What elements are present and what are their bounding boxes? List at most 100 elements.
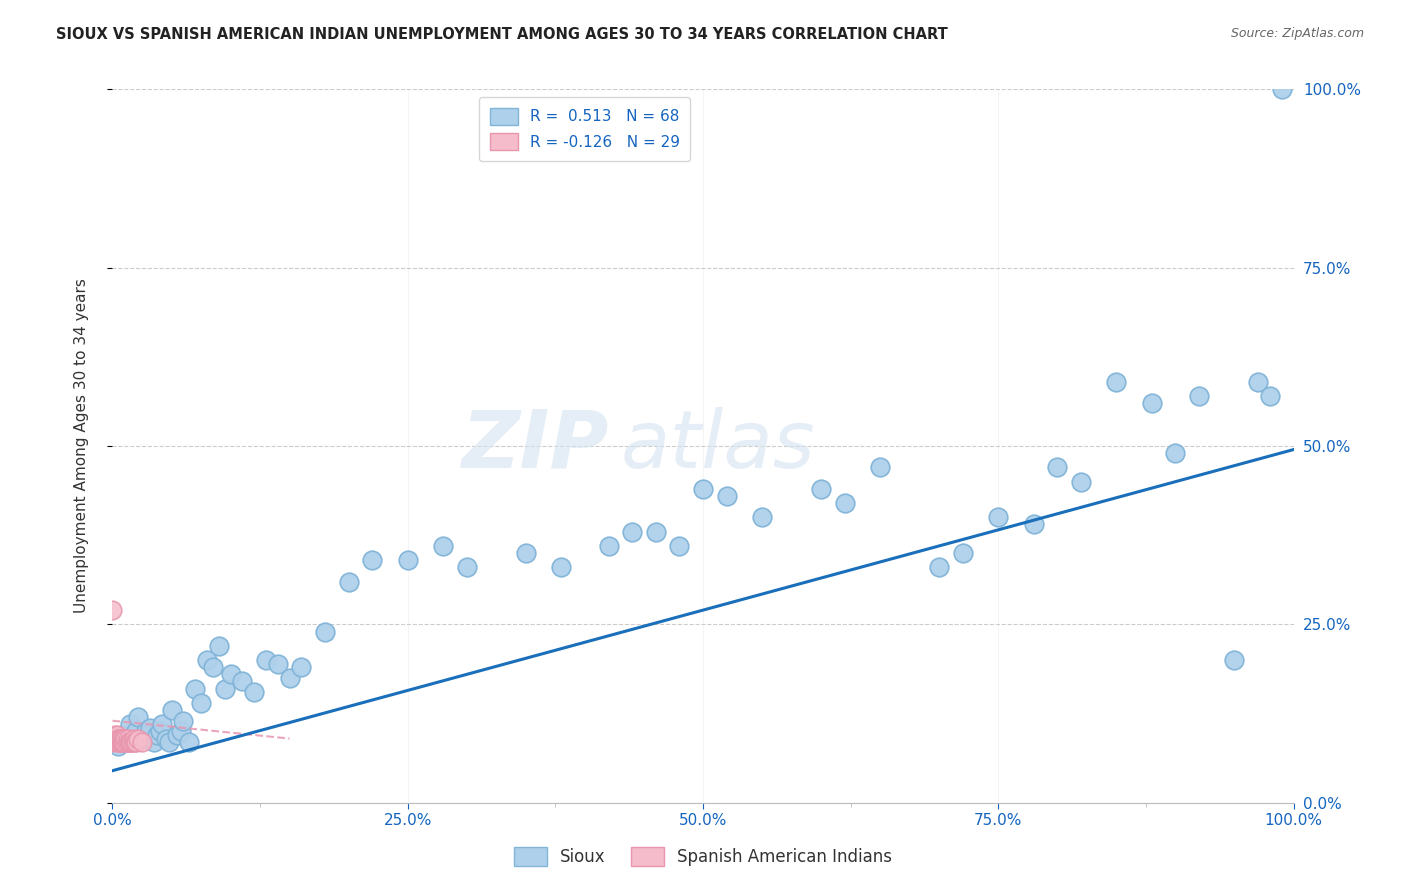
Point: [114, 731, 136, 746]
Point: [184, 681, 207, 696]
Point: [432, 539, 454, 553]
Point: [121, 735, 143, 749]
Point: [157, 735, 180, 749]
Point: [112, 735, 135, 749]
Point: [254, 653, 277, 667]
Point: [115, 735, 138, 749]
Point: [111, 735, 134, 749]
Text: ZIP: ZIP: [461, 407, 609, 485]
Point: [111, 731, 134, 746]
Point: [201, 660, 224, 674]
Point: [550, 560, 572, 574]
Point: [1258, 389, 1281, 403]
Point: [751, 510, 773, 524]
Point: [952, 546, 974, 560]
Point: [243, 685, 266, 699]
Point: [120, 717, 142, 731]
Point: [136, 728, 159, 742]
Point: [314, 624, 336, 639]
Point: [834, 496, 856, 510]
Text: atlas: atlas: [620, 407, 815, 485]
Point: [219, 667, 242, 681]
Point: [104, 728, 127, 742]
Point: [456, 560, 478, 574]
Point: [179, 735, 201, 749]
Point: [170, 724, 193, 739]
Point: [692, 482, 714, 496]
Point: [214, 681, 236, 696]
Point: [124, 735, 146, 749]
Point: [105, 735, 128, 749]
Point: [1247, 375, 1270, 389]
Point: [146, 728, 169, 742]
Point: [644, 524, 666, 539]
Point: [1046, 460, 1069, 475]
Point: [1223, 653, 1246, 667]
Point: [125, 735, 148, 749]
Point: [118, 735, 141, 749]
Y-axis label: Unemployment Among Ages 30 to 34 years: Unemployment Among Ages 30 to 34 years: [75, 278, 89, 614]
Point: [101, 603, 124, 617]
Point: [208, 639, 231, 653]
Point: [668, 539, 690, 553]
Point: [1271, 82, 1294, 96]
Point: [108, 735, 131, 749]
Point: [125, 724, 148, 739]
Point: [810, 482, 832, 496]
Point: [1140, 396, 1163, 410]
Point: [160, 703, 183, 717]
Point: [127, 710, 149, 724]
Point: [1105, 375, 1128, 389]
Point: [127, 731, 149, 746]
Point: [120, 735, 142, 749]
Point: [1070, 475, 1092, 489]
Point: [869, 460, 891, 475]
Point: [131, 731, 153, 746]
Point: [107, 739, 129, 753]
Point: [290, 660, 312, 674]
Point: [928, 560, 950, 574]
Point: [987, 510, 1010, 524]
Point: [166, 728, 188, 742]
Point: [105, 728, 128, 742]
Point: [131, 735, 153, 749]
Point: [598, 539, 620, 553]
Text: SIOUX VS SPANISH AMERICAN INDIAN UNEMPLOYMENT AMONG AGES 30 TO 34 YEARS CORRELAT: SIOUX VS SPANISH AMERICAN INDIAN UNEMPLO…: [56, 27, 948, 42]
Point: [122, 731, 145, 746]
Point: [101, 735, 124, 749]
Point: [1188, 389, 1211, 403]
Point: [107, 735, 129, 749]
Legend: Sioux, Spanish American Indians: Sioux, Spanish American Indians: [506, 840, 900, 873]
Point: [195, 653, 218, 667]
Point: [190, 696, 212, 710]
Point: [110, 735, 132, 749]
Point: [1164, 446, 1187, 460]
Point: [716, 489, 738, 503]
Point: [112, 735, 135, 749]
Point: [112, 731, 135, 746]
Point: [142, 735, 165, 749]
Point: [111, 728, 134, 742]
Point: [122, 728, 145, 742]
Point: [1022, 517, 1045, 532]
Point: [231, 674, 253, 689]
Point: [105, 731, 128, 746]
Point: [278, 671, 301, 685]
Point: [621, 524, 644, 539]
Text: Source: ZipAtlas.com: Source: ZipAtlas.com: [1230, 27, 1364, 40]
Point: [135, 724, 157, 739]
Point: [337, 574, 360, 589]
Point: [112, 731, 135, 746]
Point: [361, 553, 384, 567]
Point: [107, 731, 129, 746]
Point: [117, 731, 139, 746]
Point: [515, 546, 537, 560]
Point: [108, 731, 131, 746]
Point: [115, 735, 138, 749]
Point: [267, 657, 290, 671]
Point: [110, 731, 132, 746]
Point: [120, 735, 142, 749]
Point: [149, 724, 172, 739]
Point: [396, 553, 419, 567]
Point: [150, 717, 173, 731]
